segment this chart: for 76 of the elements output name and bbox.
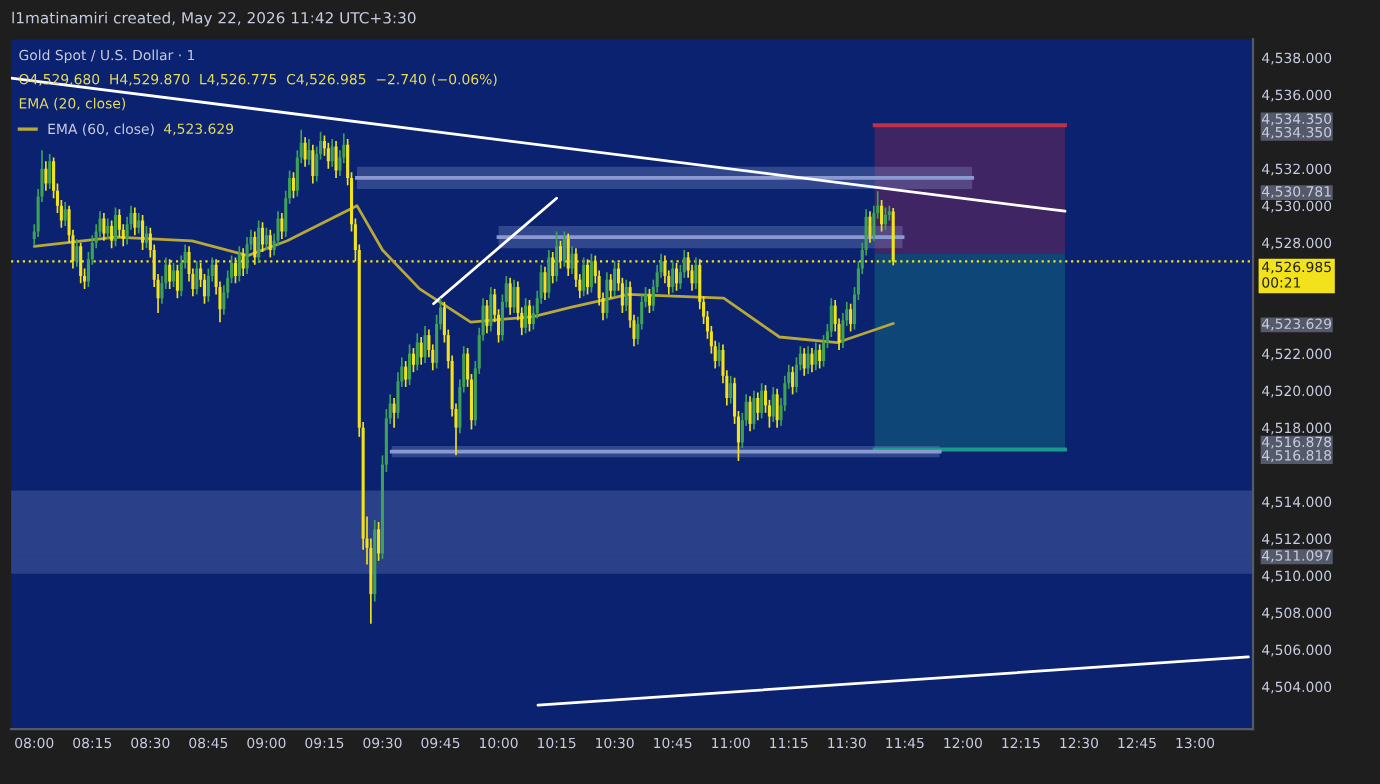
candlestick <box>880 199 884 233</box>
candlestick <box>806 345 810 375</box>
candlestick <box>756 391 760 422</box>
candlestick <box>311 143 315 185</box>
candlestick <box>404 360 408 388</box>
candlestick <box>408 343 412 386</box>
candlestick <box>489 286 493 333</box>
candlestick <box>748 395 752 433</box>
candlestick <box>257 219 261 264</box>
candlestick <box>818 343 822 370</box>
candlestick <box>419 336 423 366</box>
candlestick <box>276 210 280 248</box>
candlestick <box>570 245 574 275</box>
candlestick <box>264 227 268 251</box>
candlestick <box>171 262 176 288</box>
candlestick <box>671 260 675 294</box>
candlestick <box>63 201 67 227</box>
candlestick <box>106 217 110 240</box>
candlestick <box>555 230 559 283</box>
candlestick <box>605 271 609 320</box>
candlestick <box>392 397 396 429</box>
candlestick <box>562 230 566 268</box>
candlestick <box>291 171 296 200</box>
candlestick <box>752 389 756 431</box>
candlestick <box>512 278 516 314</box>
candlestick <box>133 206 137 237</box>
candlestick <box>137 212 141 235</box>
candlestick <box>144 225 148 250</box>
candlestick <box>377 521 381 562</box>
candlestick <box>326 141 330 170</box>
candlestick <box>102 212 106 242</box>
line-series <box>32 204 895 344</box>
candlestick <box>543 265 547 301</box>
candlestick <box>307 138 311 166</box>
candlestick <box>117 208 121 238</box>
candlestick <box>609 273 613 299</box>
candlestick <box>694 256 698 290</box>
candlestick <box>423 325 427 364</box>
candlestick <box>415 332 419 372</box>
candlestick <box>195 260 199 296</box>
candlestick <box>547 249 551 299</box>
candlestick <box>791 365 795 396</box>
candlestick <box>75 238 79 268</box>
candlestick <box>141 214 145 251</box>
candlestick <box>810 347 814 373</box>
candlestick <box>303 136 307 168</box>
candlestick <box>729 375 733 405</box>
candlestick <box>485 299 489 335</box>
candlestick <box>113 206 118 248</box>
candlestick <box>771 386 775 423</box>
candlestick <box>775 387 779 429</box>
candlestick <box>613 260 617 298</box>
candlestick <box>330 138 334 168</box>
candlestick <box>624 278 628 312</box>
candlestick <box>527 299 532 333</box>
candlestick <box>280 212 284 240</box>
candlestick <box>849 302 853 333</box>
candlestick <box>524 297 528 335</box>
candlestick <box>883 206 888 231</box>
candlestick <box>245 236 249 275</box>
candlestick <box>110 219 114 250</box>
candlestick <box>334 140 338 179</box>
candlestick <box>411 347 415 373</box>
candlestick <box>647 288 651 314</box>
candlestick <box>508 276 512 316</box>
candlestick <box>589 252 593 294</box>
candlestick <box>760 382 764 420</box>
candlestick <box>48 153 52 190</box>
candlestick <box>868 210 872 244</box>
candlestick <box>260 221 265 253</box>
candlestick <box>44 160 48 192</box>
candlestick <box>802 347 806 377</box>
candlestick <box>717 341 721 368</box>
candlestick <box>582 256 586 298</box>
candlestick <box>237 245 241 283</box>
candlestick <box>814 341 818 372</box>
